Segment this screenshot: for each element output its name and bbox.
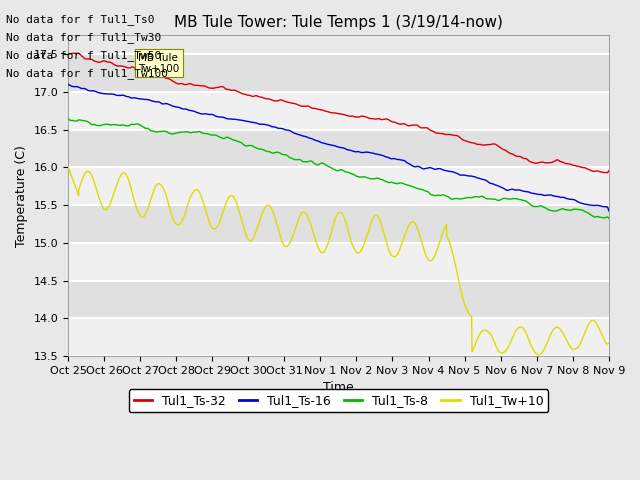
Bar xyxy=(68,54,609,92)
Text: MB Tule
Tw+100: MB Tule Tw+100 xyxy=(138,53,180,74)
Text: No data for f Tul1_Tw50: No data for f Tul1_Tw50 xyxy=(6,50,162,61)
X-axis label: Time: Time xyxy=(323,381,354,394)
Y-axis label: Temperature (C): Temperature (C) xyxy=(15,144,28,247)
Bar xyxy=(68,168,609,205)
Bar xyxy=(68,243,609,280)
Bar xyxy=(68,92,609,130)
Bar xyxy=(68,280,609,318)
Text: No data for f Tul1_Tw30: No data for f Tul1_Tw30 xyxy=(6,32,162,43)
Bar xyxy=(68,205,609,243)
Title: MB Tule Tower: Tule Temps 1 (3/19/14-now): MB Tule Tower: Tule Temps 1 (3/19/14-now… xyxy=(174,15,503,30)
Text: No data for f Tul1_Tw100: No data for f Tul1_Tw100 xyxy=(6,68,168,79)
Bar xyxy=(68,130,609,168)
Bar xyxy=(68,318,609,356)
Text: No data for f Tul1_Ts0: No data for f Tul1_Ts0 xyxy=(6,13,155,24)
Legend: Tul1_Ts-32, Tul1_Ts-16, Tul1_Ts-8, Tul1_Tw+10: Tul1_Ts-32, Tul1_Ts-16, Tul1_Ts-8, Tul1_… xyxy=(129,389,548,412)
